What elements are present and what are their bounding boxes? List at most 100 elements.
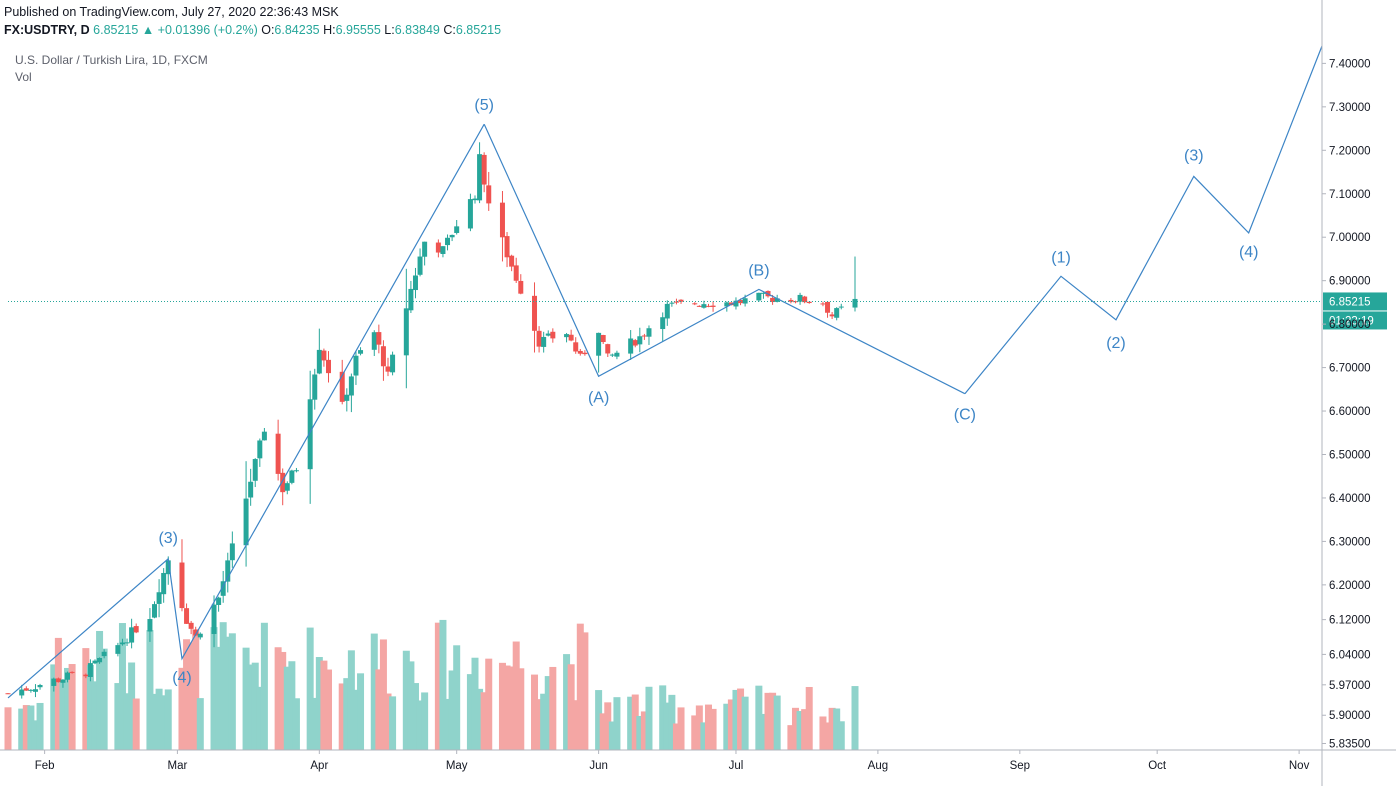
volume-bar — [192, 629, 200, 750]
candle-body — [454, 226, 460, 233]
time-tick-label: Sep — [1010, 760, 1030, 772]
volume-bar — [324, 669, 332, 750]
volume-bar — [86, 664, 94, 750]
candle-body — [472, 198, 478, 201]
volume-bar — [476, 688, 484, 750]
volume-bar — [187, 642, 195, 750]
wave-label: (3) — [158, 530, 178, 547]
volume-bar — [160, 695, 168, 750]
volume-bar — [384, 693, 392, 750]
candle-body — [605, 344, 611, 354]
wave-label: (1) — [1051, 249, 1071, 266]
volume-bar — [466, 674, 474, 750]
candle-body — [243, 498, 249, 546]
candle-body — [152, 604, 158, 618]
wave-label: (C) — [954, 407, 976, 424]
volume-bar — [59, 681, 67, 750]
time-tick-label: Mar — [167, 760, 187, 772]
volume-bar — [375, 669, 383, 750]
volume-bar — [659, 685, 667, 750]
price-axis[interactable]: 7.40000 7.30000 7.20000 7.10000 7.00000 6.900… — [1321, 0, 1371, 786]
candle-body — [614, 352, 620, 357]
wave-projection — [964, 45, 1323, 395]
volume-bar — [512, 641, 520, 750]
volume-bar — [636, 715, 644, 750]
volume-bar — [421, 692, 429, 750]
price-tick-label: 7.30000 — [1329, 102, 1371, 114]
volume-bar — [668, 694, 676, 750]
volume-bar — [453, 645, 461, 750]
volume-bar — [819, 716, 827, 750]
volume-bar — [352, 689, 360, 750]
candle-body — [65, 672, 71, 680]
volume-bar — [178, 667, 186, 750]
volume-bar — [4, 707, 12, 750]
volume-bar — [828, 707, 836, 750]
candle-body — [133, 626, 139, 633]
volume-bar — [448, 670, 456, 750]
candle-body — [37, 684, 43, 688]
volume-bar — [837, 721, 845, 750]
candle-body — [445, 237, 451, 246]
volume-bar — [517, 668, 525, 750]
wave-label: (B) — [748, 262, 769, 279]
candle-body — [339, 371, 345, 402]
volume-bar — [567, 664, 575, 750]
volume-bar — [801, 709, 809, 750]
volume-bar — [540, 693, 548, 750]
volume-bar — [36, 702, 44, 750]
last-price-tag — [1323, 292, 1387, 311]
volume-bar — [755, 685, 763, 750]
candle-body — [632, 340, 638, 346]
candle-body — [417, 256, 423, 275]
time-axis[interactable]: Feb Mar Apr May Jun Jul Aug Sep Oct Nov — [0, 749, 1396, 772]
volume-bar — [480, 692, 488, 750]
volume-bar — [123, 693, 131, 750]
candle-body — [101, 651, 107, 657]
volume-bar — [581, 632, 589, 750]
volume-bar — [416, 700, 424, 750]
candle-body — [147, 619, 153, 632]
volume-bar — [68, 664, 76, 750]
volume-bar — [672, 723, 680, 750]
volume-bar — [411, 683, 419, 750]
price-tick-label: 6.90000 — [1329, 276, 1371, 288]
volume-bar — [444, 698, 452, 750]
volume-bar — [219, 622, 227, 750]
volume-bar — [370, 633, 378, 750]
candle-body — [380, 346, 386, 367]
candle-body — [197, 633, 203, 638]
candle-body — [467, 199, 473, 229]
volume-bar — [151, 693, 159, 750]
volume-bar — [563, 654, 571, 750]
volume-bar — [599, 713, 607, 750]
volume-bar — [91, 681, 99, 750]
volume-bar — [824, 722, 832, 750]
candle-body — [669, 302, 675, 304]
candle-body — [788, 299, 794, 302]
price-tick-label: 6.12000 — [1329, 615, 1371, 627]
candle-body — [403, 308, 409, 356]
volume-bar — [695, 705, 703, 750]
candle-body — [829, 314, 835, 317]
candle-body — [825, 301, 831, 313]
price-tick-label: 6.60000 — [1329, 406, 1371, 418]
volume-bar — [535, 699, 543, 750]
open-value: 6.84235 — [274, 23, 320, 37]
volume-bar — [791, 707, 799, 750]
candle-body — [275, 433, 281, 474]
candle-body — [119, 642, 125, 645]
volume-bar — [114, 683, 122, 750]
volume-bar — [251, 662, 259, 750]
candle-body — [834, 308, 840, 318]
candle-body — [504, 236, 510, 258]
volume-bar — [759, 713, 767, 750]
volume-bar — [210, 627, 218, 750]
candle-body — [802, 296, 808, 303]
volume-bar — [146, 630, 154, 750]
candle-body — [83, 674, 89, 677]
price-tick-label: 6.50000 — [1329, 449, 1371, 461]
candle-body — [518, 280, 524, 294]
volume-bar — [54, 637, 62, 750]
